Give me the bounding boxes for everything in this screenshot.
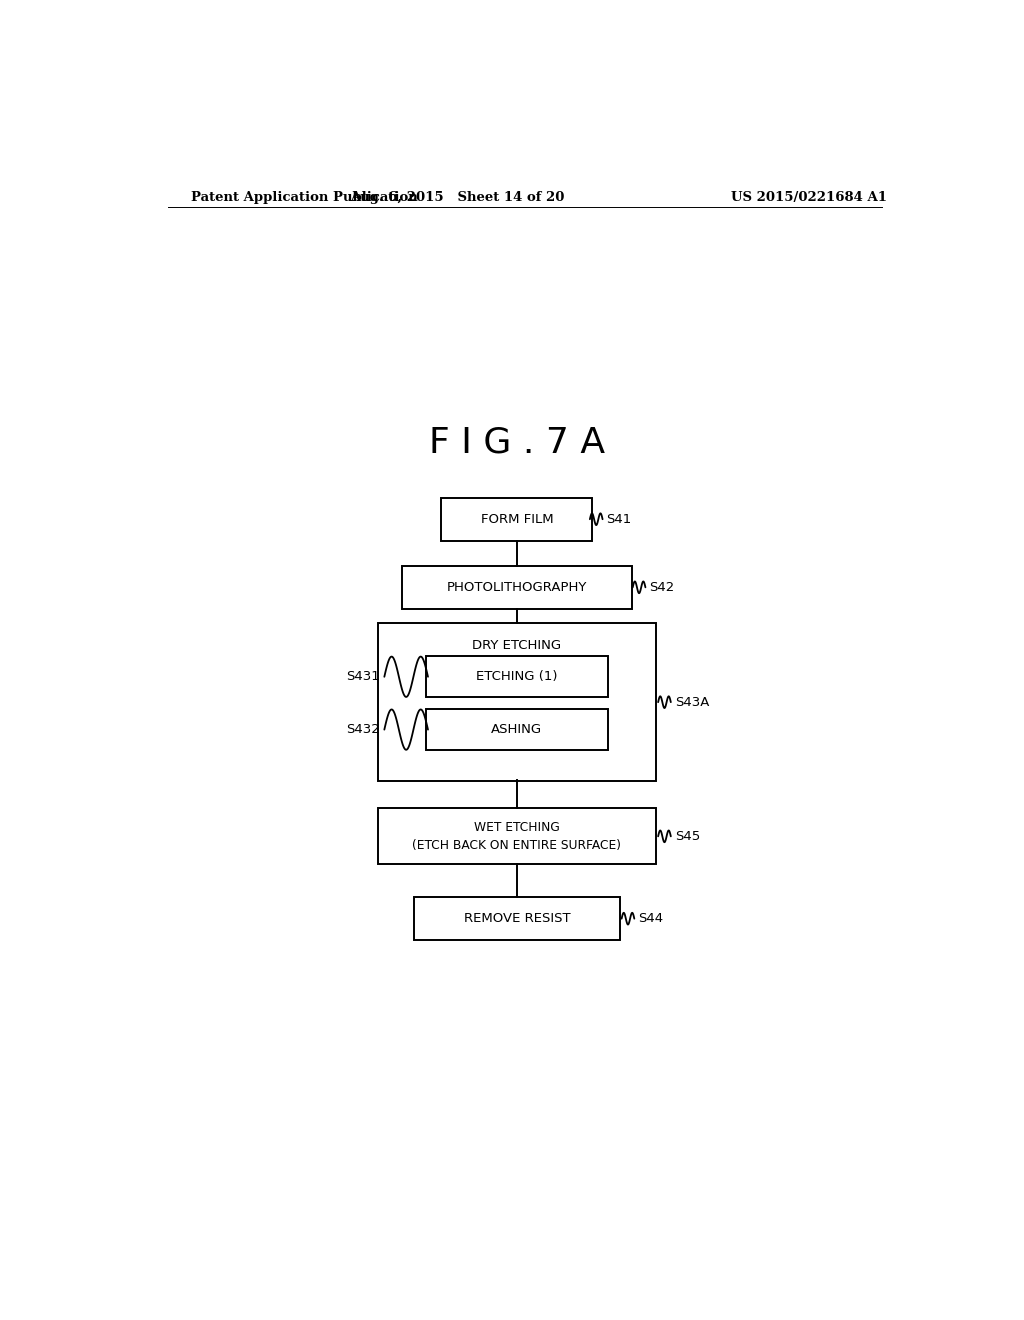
Text: S43A: S43A bbox=[675, 696, 710, 709]
Text: REMOVE RESIST: REMOVE RESIST bbox=[464, 912, 570, 925]
FancyBboxPatch shape bbox=[426, 656, 608, 697]
Text: WET ETCHING
(ETCH BACK ON ENTIRE SURFACE): WET ETCHING (ETCH BACK ON ENTIRE SURFACE… bbox=[413, 821, 622, 851]
FancyBboxPatch shape bbox=[441, 498, 592, 541]
Text: S431: S431 bbox=[346, 671, 380, 684]
FancyBboxPatch shape bbox=[426, 709, 608, 750]
Text: DRY ETCHING: DRY ETCHING bbox=[472, 639, 561, 652]
Text: S44: S44 bbox=[638, 912, 664, 925]
Text: FORM FILM: FORM FILM bbox=[480, 512, 553, 525]
FancyBboxPatch shape bbox=[414, 898, 620, 940]
Text: ETCHING (1): ETCHING (1) bbox=[476, 671, 558, 684]
FancyBboxPatch shape bbox=[401, 566, 632, 609]
FancyBboxPatch shape bbox=[378, 623, 655, 781]
Text: S45: S45 bbox=[675, 830, 700, 843]
Text: PHOTOLITHOGRAPHY: PHOTOLITHOGRAPHY bbox=[446, 581, 587, 594]
Text: US 2015/0221684 A1: US 2015/0221684 A1 bbox=[731, 190, 887, 203]
Text: Patent Application Publication: Patent Application Publication bbox=[191, 190, 418, 203]
Text: S432: S432 bbox=[346, 723, 380, 737]
Text: S41: S41 bbox=[606, 512, 632, 525]
FancyBboxPatch shape bbox=[378, 808, 655, 865]
Text: F I G . 7 A: F I G . 7 A bbox=[429, 426, 605, 459]
Text: Aug. 6, 2015   Sheet 14 of 20: Aug. 6, 2015 Sheet 14 of 20 bbox=[350, 190, 564, 203]
Text: S42: S42 bbox=[649, 581, 675, 594]
Text: ASHING: ASHING bbox=[492, 723, 543, 737]
